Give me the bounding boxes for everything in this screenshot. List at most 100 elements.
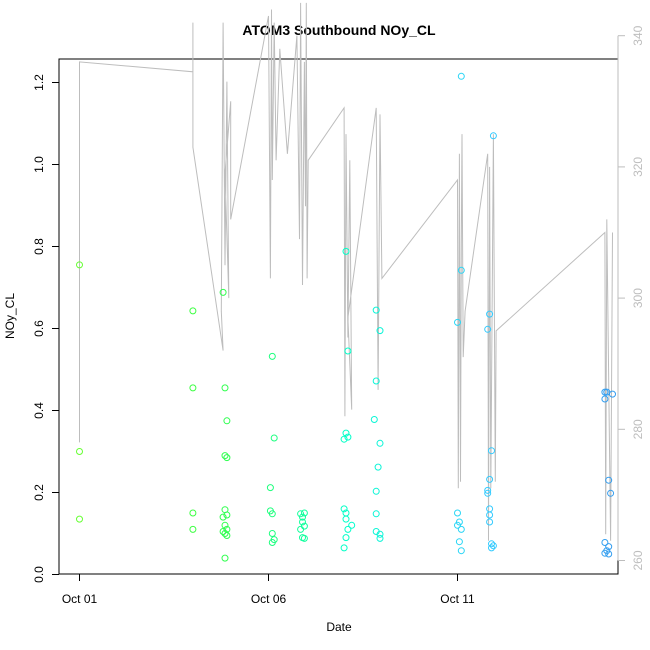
data-point [607,489,615,497]
data-point [376,530,384,538]
data-point [601,395,609,403]
data-point [609,390,616,398]
y2-tick-label: 320 [631,157,645,177]
chart-title: ATOM3 Southbound NOy_CL [242,22,436,38]
data-point [221,452,229,460]
data-point [372,510,380,518]
data-point [340,435,348,443]
data-point [219,528,227,535]
data-point [344,433,352,441]
data-point [488,447,495,455]
data-point [457,525,465,533]
data-point [268,352,276,360]
data-point [489,542,497,550]
data-point [601,388,609,396]
y-tick-label: 1.2 [32,74,46,91]
data-point [219,288,227,296]
points-layer [76,72,616,562]
data-point [457,547,465,555]
data-point [268,530,276,537]
data-point [299,518,306,526]
data-point [372,306,380,314]
data-point [488,540,495,548]
data-point [348,521,356,529]
data-point [488,544,495,552]
data-point [342,515,350,523]
data-point [376,327,384,335]
data-point [605,550,613,558]
y-tick-label: 0.6 [32,320,46,337]
data-point [221,384,229,392]
data-point [484,489,492,497]
data-point [457,266,465,274]
data-point [344,525,352,533]
data-point [484,486,492,494]
data-point [297,525,305,533]
data-point [486,310,494,318]
data-point [189,509,197,517]
y-tick-label: 0.2 [32,484,46,501]
data-point [374,463,382,471]
data-point [454,521,461,529]
data-point [340,544,348,552]
data-point [486,518,494,526]
data-point [342,247,350,255]
data-point [268,539,276,546]
data-point [266,484,274,492]
y-tick-label: 0.4 [32,402,46,419]
data-point [342,534,350,542]
data-point [605,476,613,484]
data-point [268,510,276,518]
data-point [219,513,227,521]
data-point [372,487,380,495]
data-point [76,515,83,523]
data-point [299,513,306,521]
data-point [270,434,278,442]
data-point [489,132,497,140]
line-layer [79,2,613,541]
y-tick-label: 1.0 [32,156,46,173]
y2-tick-label: 340 [631,25,645,45]
data-point [223,511,231,519]
data-point [454,318,461,326]
data-point [340,505,348,513]
data-point [370,416,378,423]
data-point [376,439,384,447]
data-point [221,554,229,562]
y2-tick-label: 280 [631,419,645,439]
y2-tick-label: 260 [631,550,645,570]
data-point [344,347,352,355]
x-tick-label: Oct 11 [440,592,475,606]
data-point [76,448,83,455]
data-point [189,384,197,392]
y-axis: 0.0 0.2 0.4 0.6 0.8 1.0 1.2 [32,74,60,583]
data-point [486,475,494,483]
data-point [457,72,465,80]
x-axis: Oct 01 Oct 06 Oct 11 [62,573,475,606]
data-point [221,521,229,529]
data-point [221,530,229,537]
data-point [300,509,308,517]
y2-axis: 260 280 300 320 340 [617,25,645,571]
series-line [79,2,613,541]
data-point [601,539,609,546]
data-point [300,534,308,542]
data-point [189,307,197,315]
data-point [601,549,609,557]
data-point [376,534,384,542]
x-tick-label: Oct 01 [62,592,98,606]
y-tick-label: 0.0 [32,566,46,583]
y-tick-label: 0.8 [32,238,46,255]
data-point [484,325,492,333]
data-point [189,525,197,533]
y-axis-label: NOy_CL [3,293,17,339]
data-point [223,532,231,539]
data-point [223,417,231,425]
data-point [223,454,231,462]
x-tick-label: Oct 06 [251,592,287,606]
y2-tick-label: 300 [631,288,645,308]
data-point [342,429,350,437]
x-axis-label: Date [326,620,352,634]
